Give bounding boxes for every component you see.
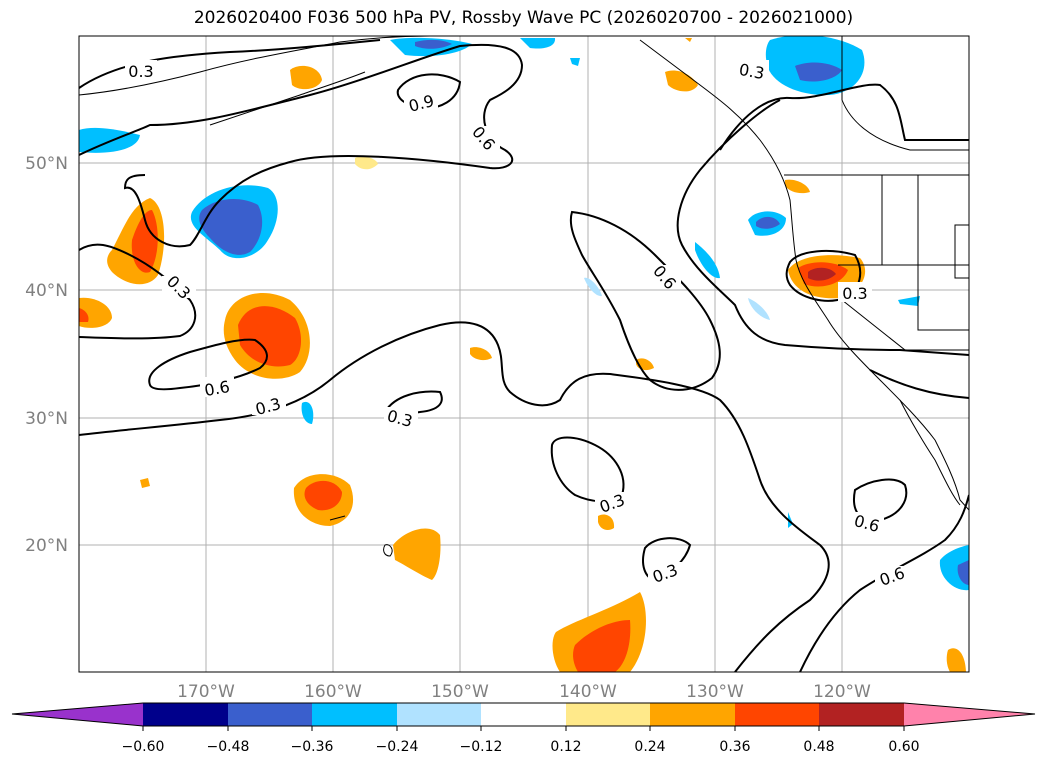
negative-pv-areas [79,36,969,591]
contour-label: 0.3 [128,62,153,81]
pos-blob-10 [470,347,492,361]
neg-blob-2-core [795,62,842,82]
colorbar-tick-label: 0.60 [888,739,919,755]
contour-0.9-loop [396,73,462,110]
contour-0.6-trough [569,210,721,391]
contour-0.3-north [79,39,381,89]
contour-label: 0.6 [203,377,231,400]
colorbar-segment [143,703,228,726]
colorbar-tick-label: −0.48 [207,739,250,755]
neg-blob-5 [520,38,556,49]
gridlines [79,36,969,672]
alaska-coast [79,36,431,126]
pos-blob-12 [598,514,615,530]
colorbar-tick-label: −0.60 [122,739,165,755]
contour-0.3-middle [79,321,830,672]
pos-blob-16 [946,648,966,672]
lon-tick-label: 170°W [177,682,235,702]
baja-coast [899,399,961,506]
longitude-ticks: 170°W 160°W 150°W 140°W 130°W 120°W [177,682,871,702]
pos-blob-13 [140,478,150,488]
contour-label: 0.3 [842,284,867,303]
colorbar: −0.60 −0.48 −0.36 −0.24 −0.12 0.12 0.24 … [11,702,1036,755]
pos-blob-1-core [131,210,158,273]
latitude-ticks: 50°N 40°N 30°N 20°N [25,154,68,556]
neg-blob-11 [748,298,770,320]
neg-blob-14 [570,58,580,66]
lat-tick-label: 40°N [25,281,68,301]
colorbar-extend-high [904,703,1035,726]
neg-blob-6-core [756,216,780,229]
contour-0.3-west [79,243,197,340]
colorbar-segment [397,703,481,726]
neg-blob-1-core [199,198,263,255]
pos-blob-9-core [808,267,836,281]
colorbar-segment [735,703,819,726]
map-frame [78,35,970,673]
colorbar-tick-label: −0.24 [376,739,419,755]
colorbar-segment [228,703,312,726]
pos-blob-5 [355,156,378,170]
neg-blob-12 [898,296,920,306]
pos-blob-4 [290,65,322,90]
neg-blob-8 [301,401,314,424]
contour-0.6-north [79,43,524,248]
lon-tick-label: 140°W [559,682,617,702]
pos-blob-15 [785,179,810,194]
hawaii-islands [329,515,393,557]
lon-tick-label: 120°W [813,682,871,702]
colorbar-segment [650,703,735,726]
colorbar-segment [819,703,904,726]
colorbar-tick-label: 0.48 [803,739,834,755]
neg-blob-3 [79,127,140,153]
pos-blob-3-core [79,308,89,322]
contour-0.6-loop-west [148,338,268,391]
neg-blob-9-core [957,560,969,585]
pos-blob-2-core [238,306,302,367]
pos-blob-7 [393,528,441,580]
contour-label: 0.3 [738,60,766,83]
pacific-nw-coast [639,39,969,511]
chart-title: 2026020400 F036 500 hPa PV, Rossby Wave … [193,8,854,28]
pos-blob-17 [685,38,692,42]
neg-blob-7 [695,242,720,279]
lon-tick-label: 160°W [304,682,362,702]
colorbar-tick-label: 0.24 [634,739,665,755]
map-plot-area [79,36,969,672]
colorbar-segment [312,703,397,726]
lon-tick-label: 150°W [431,682,489,702]
lon-tick-label: 130°W [686,682,744,702]
pos-blob-14 [665,70,698,92]
colorbar-segment [566,703,650,726]
positive-pv-areas [79,38,966,672]
neg-blob-4-core [415,39,452,49]
lat-tick-label: 50°N [25,154,68,174]
colorbar-tick-label: 0.12 [550,739,581,755]
neg-blob-10 [584,277,602,297]
contour-0.6-east [676,83,969,356]
colorbar-tick-label: −0.12 [460,739,503,755]
colorbar-extend-low [12,703,143,726]
contour-labels: 0.3 0.9 0.6 0.3 0.6 0.3 0.3 0.6 0.3 0.3 … [125,60,909,590]
lat-tick-label: 20°N [25,536,68,556]
lat-tick-label: 30°N [25,409,68,429]
pos-blob-6-core [304,480,342,511]
colorbar-tick-label: −0.36 [291,739,334,755]
colorbar-tick-label: 0.36 [719,739,750,755]
contour-0.3-lower-east [869,369,969,399]
colorbar-segment [481,703,566,726]
pos-blob-8-core [573,620,631,672]
